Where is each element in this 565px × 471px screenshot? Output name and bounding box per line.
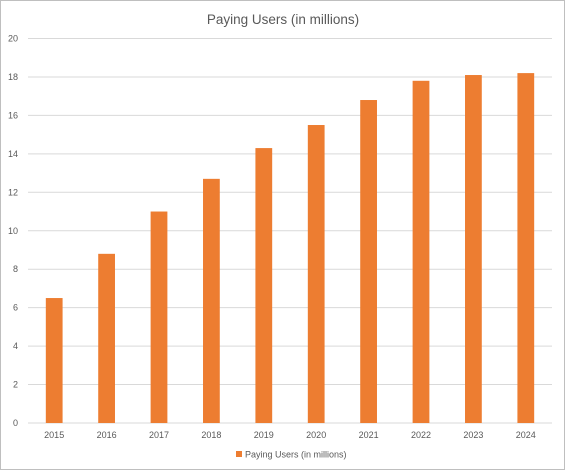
y-tick-label: 10 (8, 226, 18, 236)
bar-2015 (45, 298, 63, 423)
y-tick-label: 0 (13, 418, 18, 428)
bar-2023 (465, 75, 482, 423)
x-tick-label: 2019 (254, 430, 274, 440)
x-tick-label: 2020 (306, 430, 326, 440)
gridlines (28, 38, 552, 424)
x-tick-label: 2018 (201, 430, 221, 440)
legend-swatch (236, 451, 242, 457)
legend: Paying Users (in millions) (236, 450, 347, 460)
bar-2019 (255, 148, 273, 423)
y-tick-label: 14 (8, 149, 18, 159)
x-tick-label: 2022 (411, 430, 431, 440)
bar-2022 (412, 80, 430, 424)
y-tick-label: 2 (13, 380, 18, 390)
y-tick-label: 4 (13, 341, 18, 351)
y-tick-label: 8 (13, 264, 18, 274)
x-tick-label: 2017 (149, 430, 169, 440)
bar-2018 (203, 178, 220, 423)
x-tick-label: 2024 (516, 430, 536, 440)
x-tick-label: 2021 (359, 430, 379, 440)
y-tick-label: 12 (8, 187, 18, 197)
y-tick-label: 18 (8, 72, 18, 82)
x-tick-label: 2023 (463, 430, 483, 440)
y-tick-label: 20 (8, 34, 18, 44)
bar-series (45, 73, 535, 424)
bar-2020 (307, 125, 325, 423)
legend-label: Paying Users (in millions) (245, 450, 347, 460)
x-axis: 2015 2016 2017 2018 2019 2020 2021 2022 2023 2024 (44, 430, 536, 440)
y-tick-label: 16 (8, 110, 18, 120)
bar-2016 (98, 253, 115, 423)
y-tick-label: 6 (13, 303, 18, 313)
chart-title: Paying Users (in millions) (207, 12, 359, 27)
x-tick-label: 2015 (44, 430, 64, 440)
x-tick-label: 2016 (97, 430, 117, 440)
y-axis: 0 2 4 6 8 10 12 14 16 18 20 (8, 34, 18, 429)
bar-2017 (150, 211, 168, 423)
bar-2021 (360, 100, 377, 424)
bar-2024 (517, 73, 535, 423)
